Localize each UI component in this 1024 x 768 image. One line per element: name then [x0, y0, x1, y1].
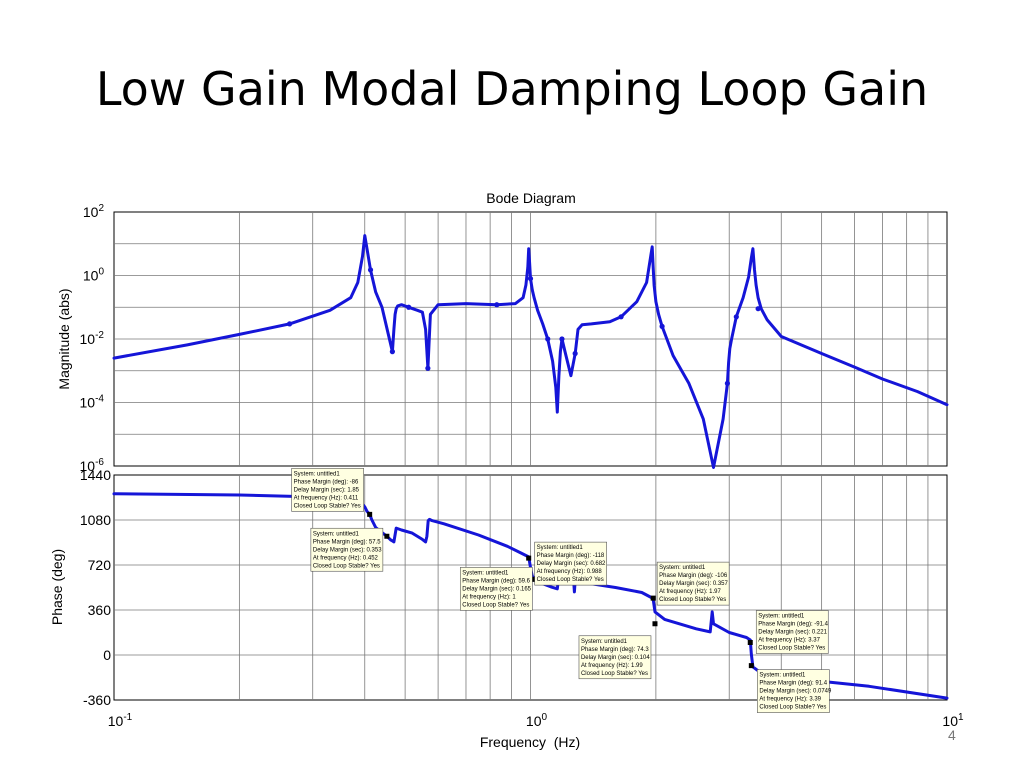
margin-annotation-text: Delay Margin (sec): 0.357 — [659, 581, 728, 587]
margin-annotation-text: System: untitled1 — [758, 614, 805, 620]
margin-annotation-text: Delay Margin (sec): 0.165 — [462, 586, 531, 592]
phase-tick-label: 1080 — [80, 512, 111, 528]
margin-annotation-box — [755, 610, 829, 654]
margin-annotation-box — [310, 527, 384, 572]
magnitude-point-marker — [406, 304, 412, 310]
margin-annotation-text: Delay Margin (sec): 0.104 — [581, 655, 650, 661]
magnitude-point-marker — [659, 323, 665, 329]
magnitude-point-marker — [425, 365, 431, 371]
margin-annotation-text: Closed Loop Stable? Yes — [313, 563, 380, 569]
margin-annotation-text: At frequency (Hz): 3.39 — [759, 697, 821, 703]
magnitude-point-marker — [559, 336, 565, 342]
margin-annotation-text: Delay Margin (sec): 0.221 — [758, 630, 827, 636]
margin-annotation-text: At frequency (Hz): 0.988 — [537, 569, 603, 575]
magnitude-point-marker — [545, 336, 551, 342]
margin-annotation-text: Phase Margin (deg): -118 — [537, 553, 605, 559]
magnitude-tick-label: 10-4 — [80, 394, 105, 411]
margin-annotation-text: Closed Loop Stable? Yes — [294, 503, 361, 509]
margin-annotation-box — [578, 635, 652, 680]
margin-annotation-text: Phase Margin (deg): 57.5 — [313, 539, 381, 545]
margin-annotation-text: At frequency (Hz): 1 — [462, 594, 516, 600]
magnitude-point-marker — [527, 275, 534, 282]
margin-annotation-text: System: untitled1 — [462, 570, 509, 576]
margin-annotation-box — [757, 669, 830, 713]
magnitude-curve — [112, 234, 949, 469]
margin-annotation-text: Phase Margin (deg): -91.4 — [758, 622, 828, 628]
margin-annotation-text: System: untitled1 — [659, 565, 706, 571]
phase-margin-marker — [650, 595, 656, 601]
margin-annotation-box — [459, 567, 533, 611]
margin-annotation-text: Closed Loop Stable? Yes — [462, 602, 529, 608]
margin-annotation-text: Phase Margin (deg): -86 — [294, 479, 359, 485]
margin-annotation-text: Delay Margin (sec): 0.0749 — [759, 689, 832, 695]
margin-annotation-text: Delay Margin (sec): 0.682 — [537, 561, 606, 567]
magnitude-point-marker — [618, 314, 624, 320]
margin-annotation-text: System: untitled1 — [759, 673, 806, 679]
phase-margin-marker — [367, 511, 373, 517]
margin-annotation-text: Closed Loop Stable? Yes — [759, 705, 826, 711]
margin-annotation-text: At frequency (Hz): 0.452 — [313, 555, 379, 561]
margin-annotation-text: Closed Loop Stable? Yes — [659, 597, 726, 603]
margin-annotation-text: At frequency (Hz): 0.411 — [294, 495, 359, 501]
margin-annotation-text: Phase Margin (deg): 74.3 — [581, 647, 649, 653]
magnitude-tick-label: 10-6 — [80, 457, 105, 474]
slide-title: Low Gain Modal Damping Loop Gain — [95, 62, 929, 116]
x-tick-label: 10-1 — [108, 712, 133, 729]
phase-tick-label: -360 — [83, 692, 111, 708]
axis-ticks: 102 100 10-2 10-4 10-6 -360 0 360 720 1080 1440 10-… — [80, 203, 964, 729]
phase-margin-marker — [652, 621, 658, 627]
margin-annotation-text: Delay Margin (sec): 0.353 — [313, 547, 382, 553]
phase-tick-label: 720 — [88, 557, 112, 573]
margin-annotation-text: System: untitled1 — [581, 639, 628, 645]
magnitude-point-marker — [389, 349, 395, 355]
phase-margin-marker — [384, 533, 390, 539]
margin-annotation-box — [656, 561, 730, 606]
magnitude-point-marker — [286, 321, 293, 327]
margin-annotation-text: At frequency (Hz): 1.97 — [659, 589, 721, 595]
phase-margin-marker — [747, 640, 753, 645]
phase-y-axis-label: Phase (deg) — [49, 549, 65, 625]
phase-margin-marker — [748, 663, 754, 669]
phase-margin-marker — [526, 555, 532, 561]
magnitude-point-marker — [572, 350, 578, 357]
magnitude-tick-label: 100 — [83, 267, 105, 284]
magnitude-tick-label: 10-2 — [80, 330, 105, 347]
magnitude-point-marker — [733, 314, 739, 320]
slide-number: 4 — [948, 727, 956, 743]
margin-annotation-text: Phase Margin (deg): 91.4 — [759, 681, 827, 687]
magnitude-y-axis-label: Magnitude (abs) — [56, 288, 72, 389]
margin-annotation-text: Closed Loop Stable? Yes — [537, 577, 604, 583]
margin-annotations: System: untitled1 Phase Margin (deg): -86… — [291, 468, 832, 713]
x-tick-label: 101 — [942, 712, 964, 729]
magnitude-point-marker — [724, 380, 731, 386]
phase-tick-label: 1440 — [80, 467, 111, 483]
phase-tick-label: 360 — [88, 602, 112, 618]
margin-annotation-text: At frequency (Hz): 3.37 — [758, 638, 820, 644]
x-tick-label: 100 — [526, 712, 548, 729]
phase-tick-label: 0 — [103, 647, 111, 663]
margin-annotation-box — [534, 541, 607, 586]
margin-annotation-text: System: untitled1 — [537, 545, 584, 551]
magnitude-point-marker — [494, 302, 500, 308]
x-axis-label: Frequency (Hz) — [480, 734, 580, 750]
chart-title: Bode Diagram — [486, 190, 576, 206]
margin-annotation-text: System: untitled1 — [294, 471, 341, 477]
margin-annotation-text: Delay Margin (sec): 1.85 — [294, 487, 360, 493]
margin-annotation-text: System: untitled1 — [313, 531, 360, 537]
magnitude-tick-label: 102 — [83, 203, 105, 220]
magnitude-point-marker — [367, 267, 374, 273]
margin-annotation-text: Phase Margin (deg): 59.6 — [462, 578, 530, 584]
margin-annotation-text: Phase Margin (deg): -106 — [659, 573, 728, 579]
margin-annotation-text: Closed Loop Stable? Yes — [581, 671, 648, 677]
margin-annotation-text: Closed Loop Stable? Yes — [758, 646, 825, 652]
magnitude-point-marker — [755, 306, 761, 312]
margin-annotation-box — [291, 468, 364, 512]
grid-lines — [114, 212, 947, 700]
margin-annotation-text: At frequency (Hz): 1.99 — [581, 663, 643, 669]
